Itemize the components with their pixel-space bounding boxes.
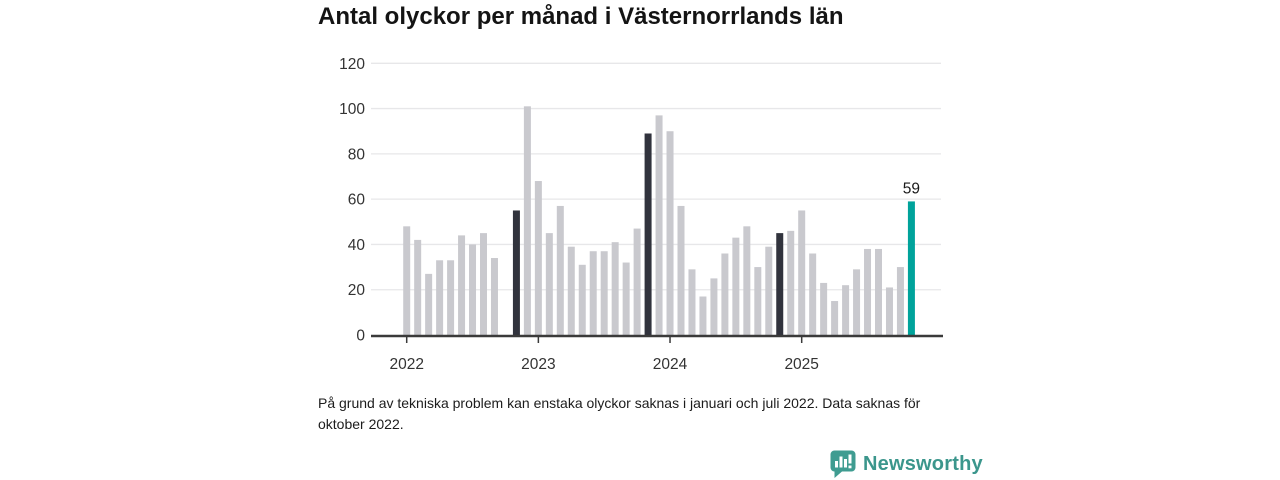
- y-axis-tick-label-100: 100: [339, 101, 365, 118]
- bar-2025-05: [842, 285, 850, 335]
- bar-2022-09: [490, 258, 498, 335]
- bar-2024-10: [765, 246, 773, 335]
- bar-2024-05: [710, 278, 718, 335]
- bar-2025-07: [864, 248, 872, 335]
- bar-2023-11: [644, 133, 652, 335]
- bar-2024-07: [732, 237, 740, 335]
- bar-2024-04: [699, 296, 707, 335]
- x-axis-tick-label-2023: 2023: [521, 356, 555, 373]
- x-axis-tick-label-2024: 2024: [653, 356, 688, 373]
- bar-2022-08: [480, 233, 488, 335]
- bar-2024-09: [754, 267, 762, 335]
- bar-2022-05: [447, 260, 455, 335]
- bar-2023-04: [567, 246, 575, 335]
- bar-2025-10: [896, 267, 904, 335]
- accent-bar-value-label: 59: [903, 180, 920, 197]
- bar-2023-01: [534, 181, 542, 335]
- chart-title: Antal olyckor per månad i Västernorrland…: [318, 3, 844, 30]
- bar-2023-02: [545, 233, 553, 335]
- bar-2023-08: [611, 242, 619, 335]
- bar-2025-11: [907, 201, 915, 335]
- bar-2025-06: [853, 269, 861, 335]
- bar-2024-08: [743, 226, 751, 335]
- newsworthy-wordmark: Newsworthy: [863, 452, 983, 475]
- bar-2023-05: [578, 264, 586, 335]
- y-axis-tick-label-0: 0: [356, 328, 365, 345]
- bar-2022-07: [469, 244, 477, 335]
- bar-2023-12: [655, 115, 663, 336]
- y-axis-tick-label-80: 80: [348, 146, 366, 163]
- y-axis-tick-label-60: 60: [348, 192, 366, 209]
- bar-2025-09: [885, 287, 893, 335]
- bar-2024-01: [666, 131, 674, 335]
- bar-2022-02: [414, 239, 422, 335]
- bar-2024-03: [688, 269, 696, 335]
- bar-2022-01: [403, 226, 411, 335]
- bar-2024-02: [677, 205, 685, 335]
- bar-2025-03: [820, 282, 828, 335]
- y-axis-tick-label-20: 20: [348, 282, 366, 299]
- bar-2024-12: [787, 230, 795, 335]
- bar-2025-04: [831, 301, 839, 335]
- x-axis-tick-label-2022: 2022: [389, 356, 423, 373]
- bar-2022-06: [458, 235, 466, 335]
- newsworthy-logo: Newsworthy: [830, 450, 983, 478]
- bar-2022-12: [523, 106, 531, 335]
- x-axis-tick-label-2025: 2025: [784, 356, 818, 373]
- bar-2022-03: [425, 273, 433, 335]
- bar-2024-11: [776, 233, 784, 335]
- bar-2023-10: [633, 228, 641, 335]
- bar-chart-speech-bubble-icon: [830, 450, 856, 478]
- bar-2025-02: [809, 253, 817, 335]
- chart-footnote: På grund av tekniska problem kan enstaka…: [318, 395, 921, 432]
- bar-2023-03: [556, 205, 564, 335]
- bar-2024-06: [721, 253, 729, 335]
- bar-2023-06: [589, 251, 597, 335]
- bar-2022-04: [436, 260, 444, 335]
- bar-2025-01: [798, 210, 806, 335]
- bar-2022-11: [512, 210, 520, 335]
- bar-2023-07: [600, 251, 608, 335]
- bar-2023-09: [622, 262, 630, 335]
- y-axis-tick-label-40: 40: [348, 237, 366, 254]
- bar-2025-08: [874, 248, 882, 335]
- y-axis-tick-label-120: 120: [339, 56, 365, 73]
